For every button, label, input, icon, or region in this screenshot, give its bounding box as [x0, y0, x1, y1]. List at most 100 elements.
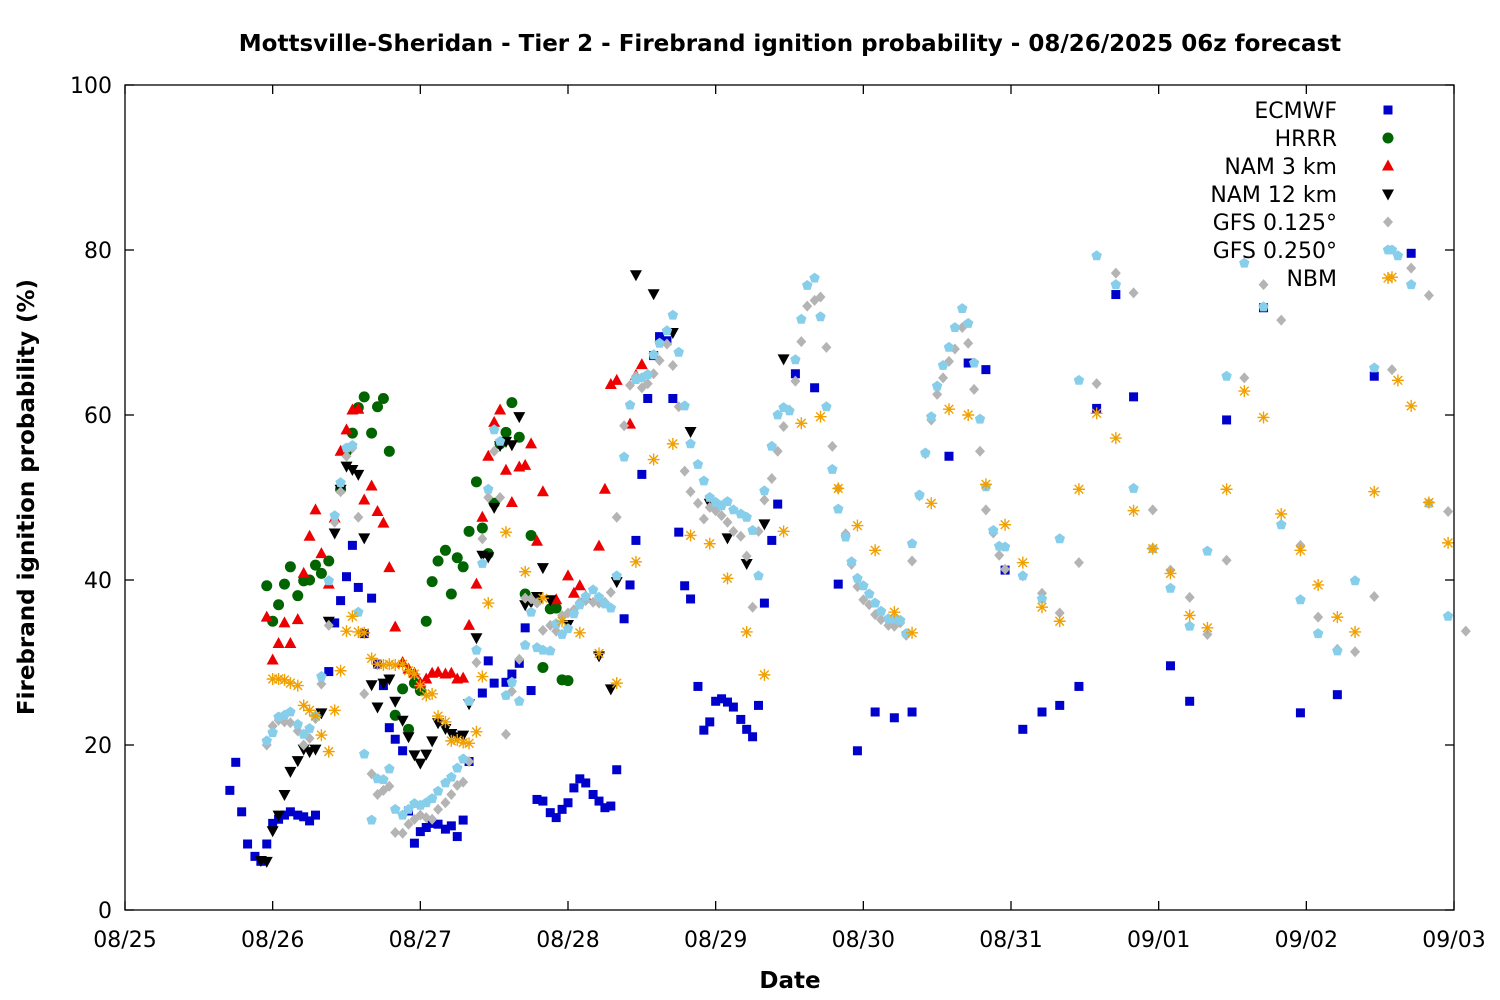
gfs-0-250-point [914, 489, 925, 500]
hrrr-point [445, 588, 457, 600]
ecmwf-point [489, 678, 499, 688]
ecmwf-point [619, 614, 629, 624]
legend-marker [1382, 159, 1394, 171]
series-2 [260, 358, 648, 688]
hrrr-point [420, 615, 432, 627]
gfs-0-125-point [440, 797, 451, 809]
ecmwf-point [581, 778, 591, 788]
nam-3-km-point [530, 534, 543, 546]
nbm-point [377, 658, 390, 671]
gfs-0-125-point [537, 624, 548, 636]
nam-12-km-point [365, 680, 378, 692]
nbm-point [888, 606, 901, 619]
nam-3-km-point [488, 415, 501, 427]
nam-3-km-point [260, 610, 273, 622]
gfs-0-125-point [667, 360, 678, 371]
nbm-point [777, 525, 790, 538]
gfs-0-250-point [1442, 610, 1454, 621]
gfs-0-125-point [1258, 279, 1269, 291]
legend-marker [1383, 105, 1393, 115]
nbm-point [814, 410, 827, 423]
nbm-point [684, 529, 697, 542]
nbm-point [1053, 615, 1066, 628]
gfs-0-250-point [679, 400, 690, 411]
nam-12-km-point [445, 728, 458, 740]
ecmwf-point [324, 667, 334, 677]
ecmwf-point [625, 580, 635, 590]
ecmwf-point [1222, 415, 1232, 425]
ecmwf-point [575, 774, 585, 784]
legend-marker [1382, 244, 1394, 255]
nam-12-km-point [457, 730, 470, 742]
hrrr-point [403, 723, 415, 735]
ecmwf-point [699, 725, 709, 735]
plot-frame [124, 84, 1455, 911]
nbm-point [795, 417, 808, 430]
gfs-0-125-point [938, 372, 949, 384]
nbm-point [420, 689, 433, 702]
gfs-0-250-point [525, 606, 537, 617]
ecmwf-point [588, 790, 598, 799]
nam-12-km-point [278, 790, 291, 801]
ecmwf-point [717, 694, 727, 704]
x-tick-label: 08/29 [684, 928, 747, 953]
nam-3-km-point [482, 449, 495, 461]
gfs-0-250-point [937, 360, 949, 370]
gfs-0-250-point [827, 463, 838, 474]
gfs-0-125-point [821, 341, 832, 353]
ecmwf-point [870, 707, 880, 717]
nam-12-km-point [340, 461, 353, 473]
gfs-0-250-point [1332, 645, 1343, 656]
ecmwf-point [759, 598, 769, 608]
nbm-point [962, 409, 975, 421]
nbm-point [346, 610, 359, 623]
nam-12-km-point [371, 702, 384, 714]
nam-3-km-point [573, 579, 586, 591]
nbm-point [869, 544, 882, 557]
ecmwf-point [1406, 248, 1416, 258]
gfs-0-125-point [994, 549, 1005, 561]
gfs-0-125-point [384, 780, 395, 792]
nbm-point [457, 736, 470, 749]
ecmwf-point [262, 839, 272, 849]
nam-3-km-point [610, 373, 623, 385]
nbm-point [740, 625, 753, 638]
nbm-point [593, 647, 606, 660]
nbm-point [284, 677, 297, 690]
gfs-0-250-point [685, 438, 696, 449]
gfs-0-125-point [1221, 554, 1232, 566]
legend-label: GFS 0.125° [1213, 211, 1337, 236]
gfs-0-250-point [285, 706, 296, 717]
gfs-0-125-point [605, 586, 616, 598]
gfs-0-250-point [593, 591, 605, 602]
legend-label: NAM 3 km [1224, 155, 1337, 180]
nam-3-km-point [420, 672, 433, 684]
legend-label: NAM 12 km [1210, 183, 1337, 208]
nam-12-km-point [536, 563, 549, 575]
ecmwf-point [1037, 707, 1047, 717]
x-tick-label: 08/25 [93, 928, 156, 953]
gfs-0-125-point [298, 739, 309, 751]
ecmwf-point [748, 732, 758, 742]
gfs-0-125-point [489, 445, 500, 457]
gfs-0-250-point [815, 311, 826, 322]
gfs-0-250-point [304, 723, 315, 733]
gfs-0-250-point [329, 510, 340, 521]
gfs-0-125-point [495, 492, 506, 503]
series-0 [225, 248, 1416, 866]
gfs-0-125-point [341, 450, 352, 462]
x-tick-label: 09/03 [1422, 928, 1485, 953]
gfs-0-250-point [864, 588, 875, 599]
gfs-0-250-point [974, 413, 986, 424]
gfs-0-250-point [477, 558, 488, 568]
ecmwf-point [551, 813, 561, 823]
gfs-0-250-point [999, 541, 1011, 552]
nam-3-km-point [309, 503, 322, 515]
nbm-point [1164, 567, 1177, 580]
gfs-0-250-point [562, 623, 574, 634]
ecmwf-point [1111, 290, 1121, 300]
nam-12-km-point [740, 559, 753, 570]
gfs-0-250-point [1202, 545, 1213, 556]
nbm-point [408, 668, 421, 681]
